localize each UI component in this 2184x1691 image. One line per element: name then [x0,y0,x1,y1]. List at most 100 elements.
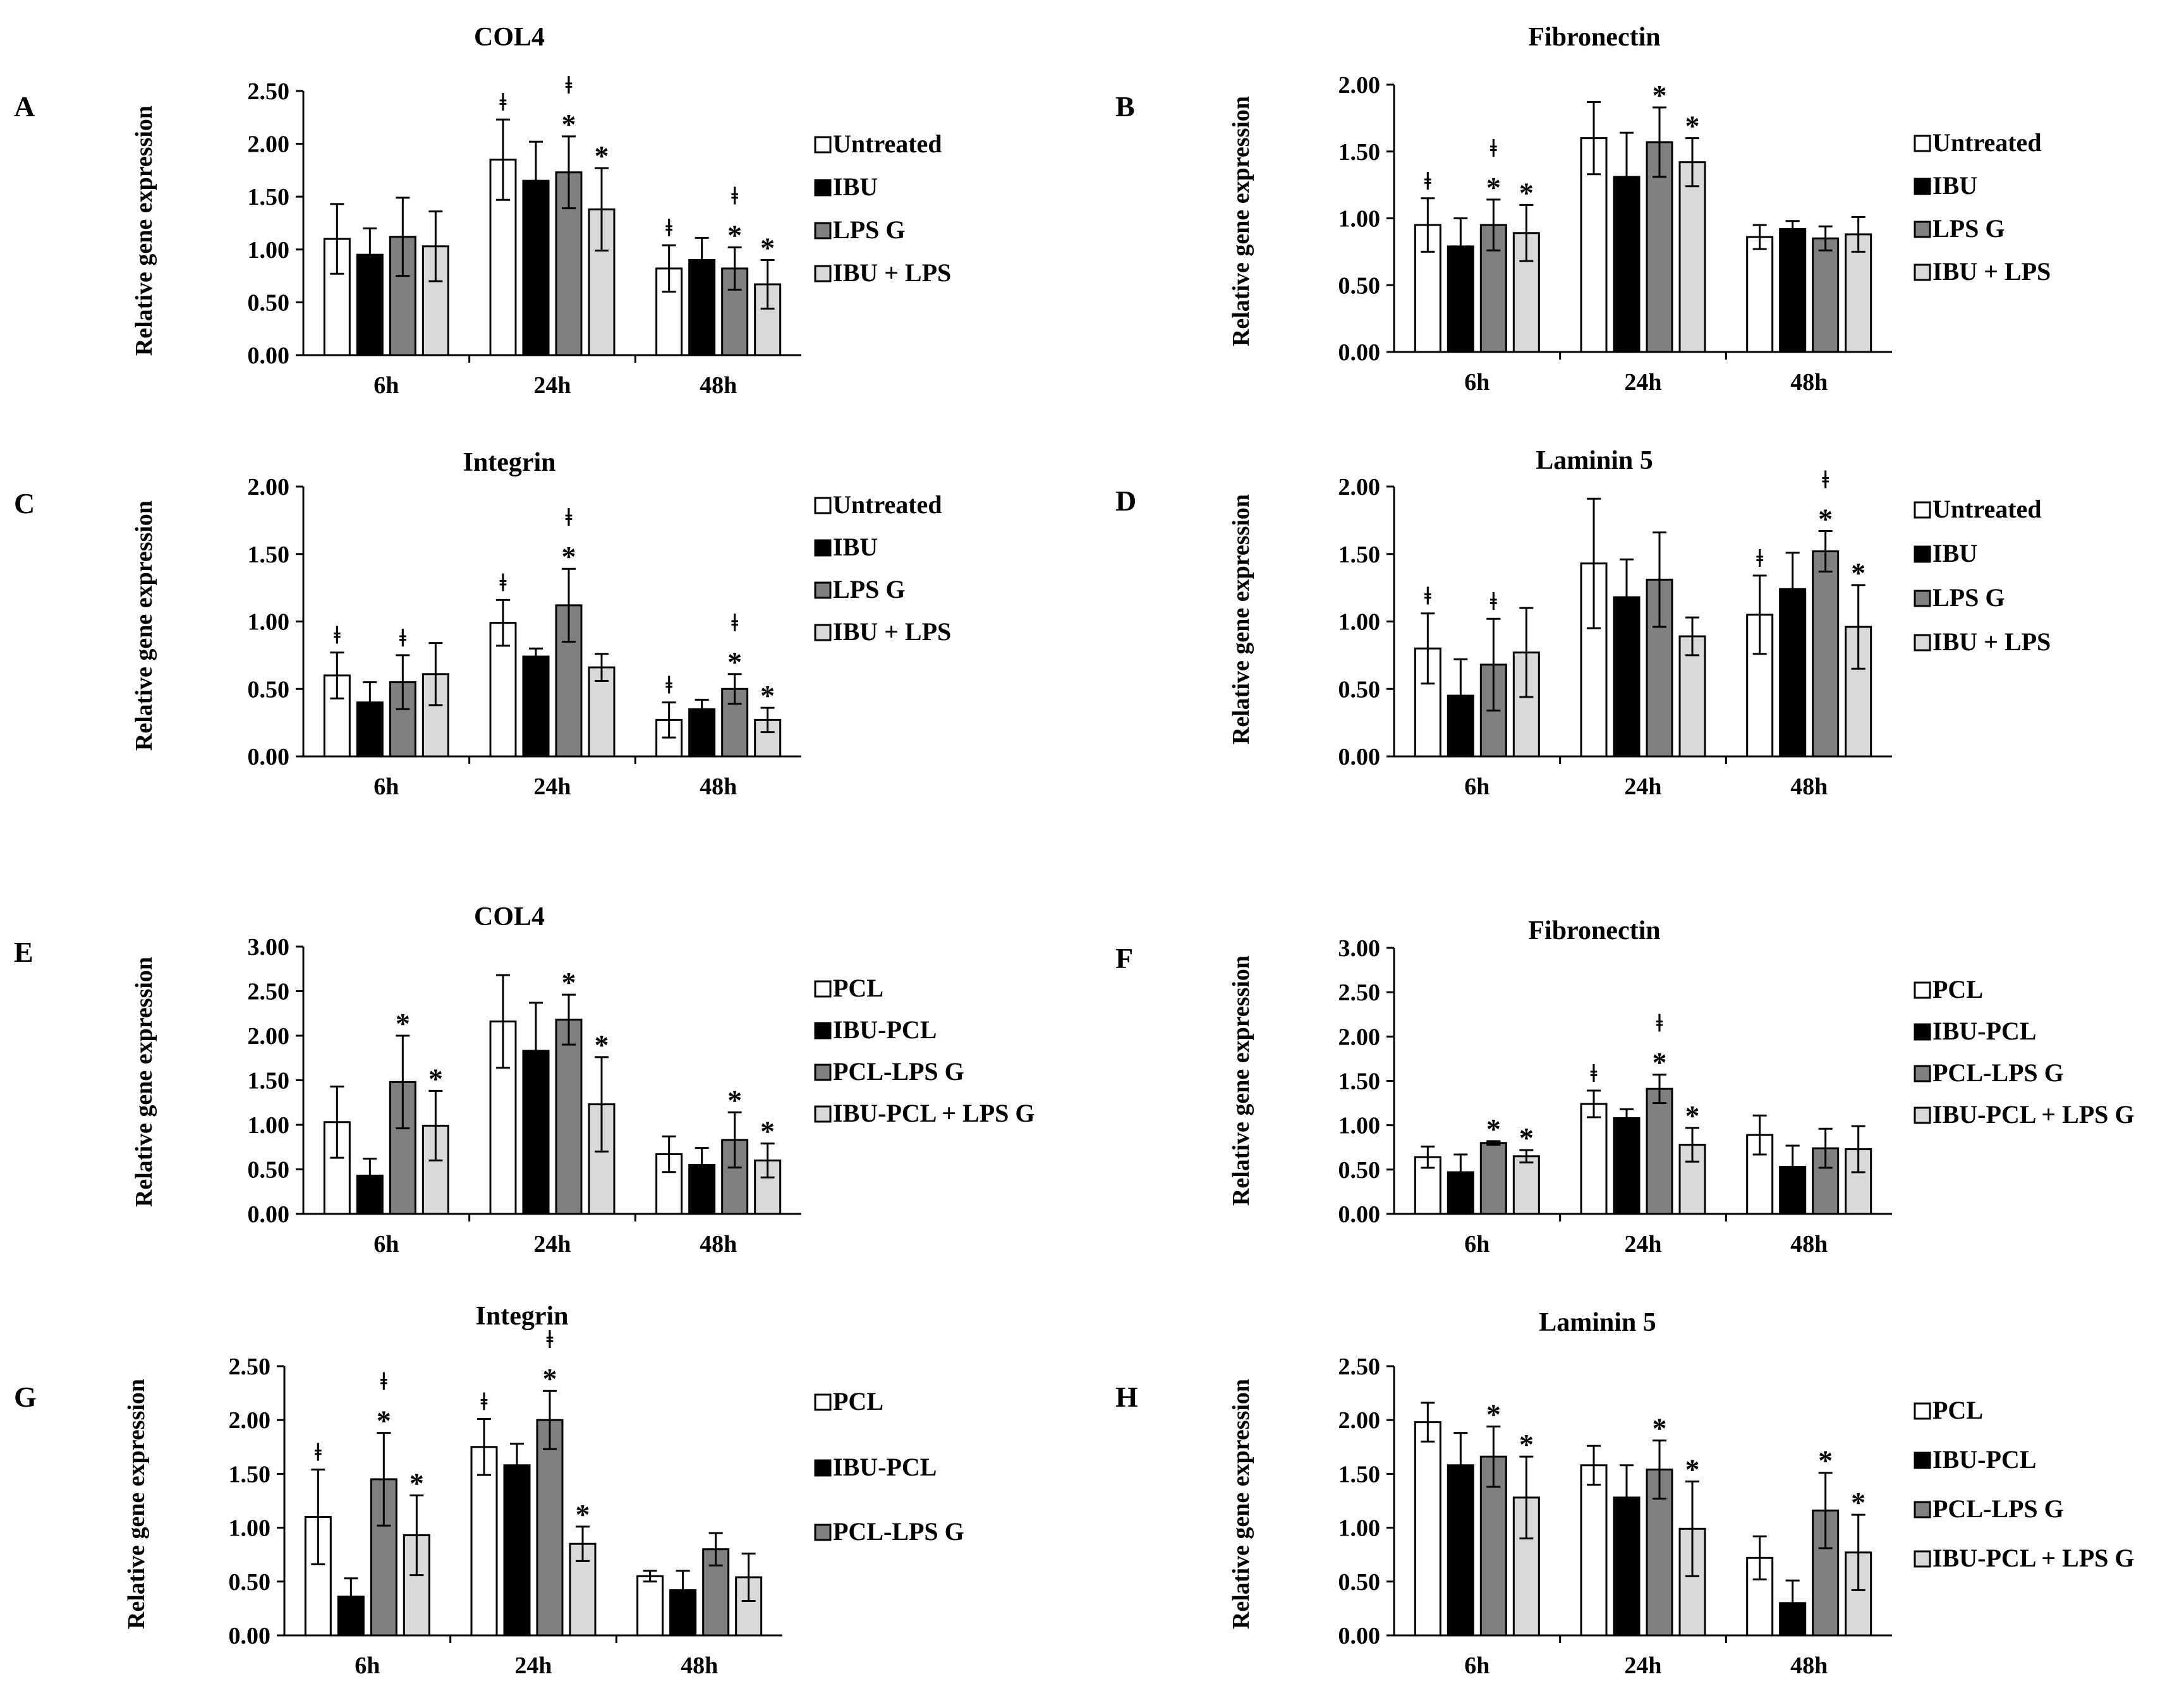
bar [1678,635,1706,758]
legend-swatch [1914,981,1931,999]
y-tick-label: 1.50 [248,1068,290,1094]
y-tick-label: 1.00 [1338,1113,1381,1139]
significance-asterisk: * [727,646,742,678]
panel-letter: H [1115,1381,1138,1413]
y-axis-label: Relative gene expression [131,106,157,356]
y-tick-label: 2.50 [1338,979,1381,1006]
significance-dagger: ǂ [565,503,572,531]
y-tick-label: 2.50 [248,78,290,105]
y-axis-label: Relative gene expression [1228,96,1254,346]
significance-asterisk: * [562,108,576,140]
chart-panel-e: COL4 E Relative gene expression 0.00 0.50 1.0… [14,902,1035,1258]
legend-label: Untreated [833,490,942,519]
legend-swatch [1914,135,1931,152]
legend-swatch [1914,1023,1931,1041]
legend-label: IBU [833,533,878,561]
x-tick-label: 48h [1790,1231,1828,1258]
legend-label: Untreated [833,130,942,158]
legend-label: PCL-LPS G [1932,1058,2064,1087]
bar [735,1576,763,1637]
y-tick-label: 2.00 [1338,72,1381,99]
legend-swatch [814,1022,832,1039]
significance-asterisk: * [760,232,775,264]
significance-dagger: ǂ [499,88,506,116]
legend-swatch [814,1459,832,1477]
significance-dagger: ǂ [499,568,506,597]
y-tick-label: 0.50 [1338,1569,1381,1596]
significance-dagger: ǂ [380,1367,387,1396]
legend-label: IBU + LPS [833,617,951,646]
significance-asterisk: * [396,1007,410,1039]
significance-dagger: ǂ [1756,544,1763,573]
bar [1779,227,1807,353]
bar [588,666,616,758]
y-tick-label: 2.00 [1338,1407,1381,1434]
bar [1580,1103,1608,1215]
bar [1678,161,1706,353]
significance-asterisk: * [1851,1486,1866,1518]
significance-asterisk: * [1519,1428,1534,1460]
legend-swatch [814,136,832,154]
legend-swatch [814,497,832,514]
significance-dagger: ǂ [731,181,738,210]
chart-title: Laminin 5 [1539,1308,1656,1337]
y-tick-label: 0.50 [229,1569,271,1596]
significance-dagger: ǂ [731,609,738,637]
significance-asterisk: * [1818,502,1833,535]
legend-label: IBU [1932,171,1977,200]
chart-title: Integrin [476,1302,569,1331]
significance-asterisk: * [410,1467,424,1499]
significance-asterisk: * [760,1115,775,1148]
legend-label: IBU + LPS [1932,627,2051,656]
x-tick-label: 6h [1464,773,1489,800]
legend-swatch [1914,590,1931,607]
significance-asterisk: * [1653,1046,1667,1079]
legend-swatch [814,1393,832,1411]
panel-letter: D [1115,485,1136,517]
y-tick-label: 3.00 [248,934,290,961]
y-tick-label: 1.50 [1338,542,1381,568]
legend-swatch [1914,221,1931,238]
y-tick-label: 1.50 [1338,1461,1381,1488]
y-axis-label: Relative gene expression [1228,1379,1254,1629]
bar [1414,1421,1441,1637]
legend-label: IBU + LPS [833,258,951,287]
chart-panel-f: Fibronectin F Relative gene expression 0.00… [1115,916,2135,1258]
significance-asterisk: * [1685,110,1700,142]
y-tick-label: 2.00 [1338,474,1381,500]
x-tick-label: 48h [700,372,737,399]
significance-asterisk: * [543,1362,557,1395]
bar [1746,1556,1774,1637]
bar [503,1464,531,1637]
bar [536,1419,564,1637]
legend-label: IBU [1932,539,1977,567]
legend-label: PCL-LPS G [1932,1494,2064,1523]
y-tick-label: 2.00 [229,1407,271,1434]
bar [522,655,550,758]
legend-swatch [814,624,832,641]
x-tick-label: 48h [681,1652,718,1679]
y-tick-label: 0.50 [1338,272,1381,299]
bar [1812,550,1840,758]
x-tick-label: 24h [1624,369,1661,396]
y-tick-label: 0.00 [248,744,290,770]
significance-asterisk: * [1653,1412,1667,1445]
significance-asterisk: * [377,1405,391,1437]
y-axis-label: Relative gene expression [131,957,157,1207]
y-tick-label: 3.00 [1338,935,1381,962]
legend-label: LPS G [1932,214,2005,243]
significance-asterisk: * [562,540,576,573]
legend-label: Untreated [1932,128,2042,157]
x-tick-label: 24h [514,1652,552,1679]
legend-swatch [1914,1402,1931,1420]
bar [1613,1117,1641,1215]
bar [555,171,583,356]
significance-dagger: ǂ [565,71,572,99]
significance-dagger: ǂ [1590,1059,1597,1088]
y-tick-label: 2.00 [248,131,290,158]
y-tick-label: 0.00 [1338,1623,1381,1649]
significance-dagger: ǂ [315,1438,322,1467]
bar [1646,1088,1673,1215]
significance-asterisk: * [727,1084,742,1116]
x-tick-label: 48h [700,1231,737,1258]
